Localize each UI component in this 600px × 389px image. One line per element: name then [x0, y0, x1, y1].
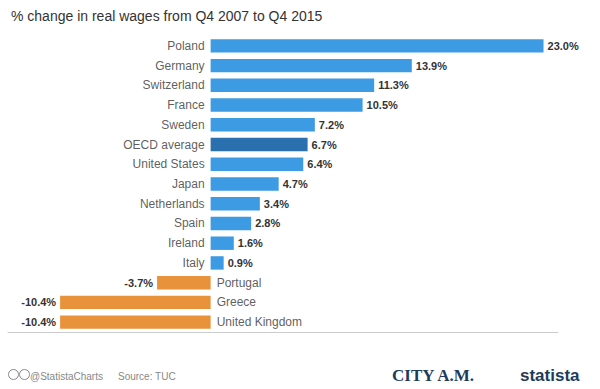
svg-text:Greece: Greece — [217, 295, 257, 309]
svg-text:Portugal: Portugal — [217, 276, 262, 290]
svg-text:13.9%: 13.9% — [416, 60, 447, 72]
svg-text:statista: statista — [520, 366, 580, 385]
svg-text:3.4%: 3.4% — [264, 198, 289, 210]
svg-text:Netherlands: Netherlands — [140, 197, 205, 211]
svg-text:Germany: Germany — [155, 59, 204, 73]
svg-text:France: France — [167, 98, 205, 112]
svg-text:Sweden: Sweden — [161, 118, 204, 132]
svg-text:1.6%: 1.6% — [238, 237, 263, 249]
svg-text:10.5%: 10.5% — [367, 99, 398, 111]
svg-text:United States: United States — [133, 157, 205, 171]
svg-text:-10.4%: -10.4% — [21, 296, 56, 308]
svg-text:0.9%: 0.9% — [228, 257, 253, 269]
svg-text:6.4%: 6.4% — [307, 158, 332, 170]
svg-text:7.2%: 7.2% — [319, 119, 344, 131]
svg-text:23.0%: 23.0% — [548, 40, 579, 52]
svg-text:Poland: Poland — [167, 39, 204, 53]
svg-text:2.8%: 2.8% — [255, 217, 280, 229]
svg-text:Spain: Spain — [174, 216, 205, 230]
svg-text:11.3%: 11.3% — [378, 79, 409, 91]
svg-text:Switzerland: Switzerland — [143, 78, 205, 92]
svg-text:Japan: Japan — [172, 177, 205, 191]
svg-text:Ireland: Ireland — [168, 236, 205, 250]
svg-text:OECD average: OECD average — [123, 138, 205, 152]
svg-text:@StatistaCharts: @StatistaCharts — [30, 371, 103, 382]
svg-text:Italy: Italy — [183, 256, 205, 270]
svg-text:CITY A.M.: CITY A.M. — [392, 366, 474, 385]
svg-text:% change in real wages from Q4: % change in real wages from Q4 2007 to Q… — [11, 8, 323, 24]
svg-text:4.7%: 4.7% — [283, 178, 308, 190]
svg-text:6.7%: 6.7% — [312, 139, 337, 151]
svg-text:United Kingdom: United Kingdom — [217, 315, 302, 329]
svg-text:Source: TUC: Source: TUC — [118, 371, 176, 382]
svg-text:-3.7%: -3.7% — [124, 277, 153, 289]
svg-text:-10.4%: -10.4% — [21, 316, 56, 328]
